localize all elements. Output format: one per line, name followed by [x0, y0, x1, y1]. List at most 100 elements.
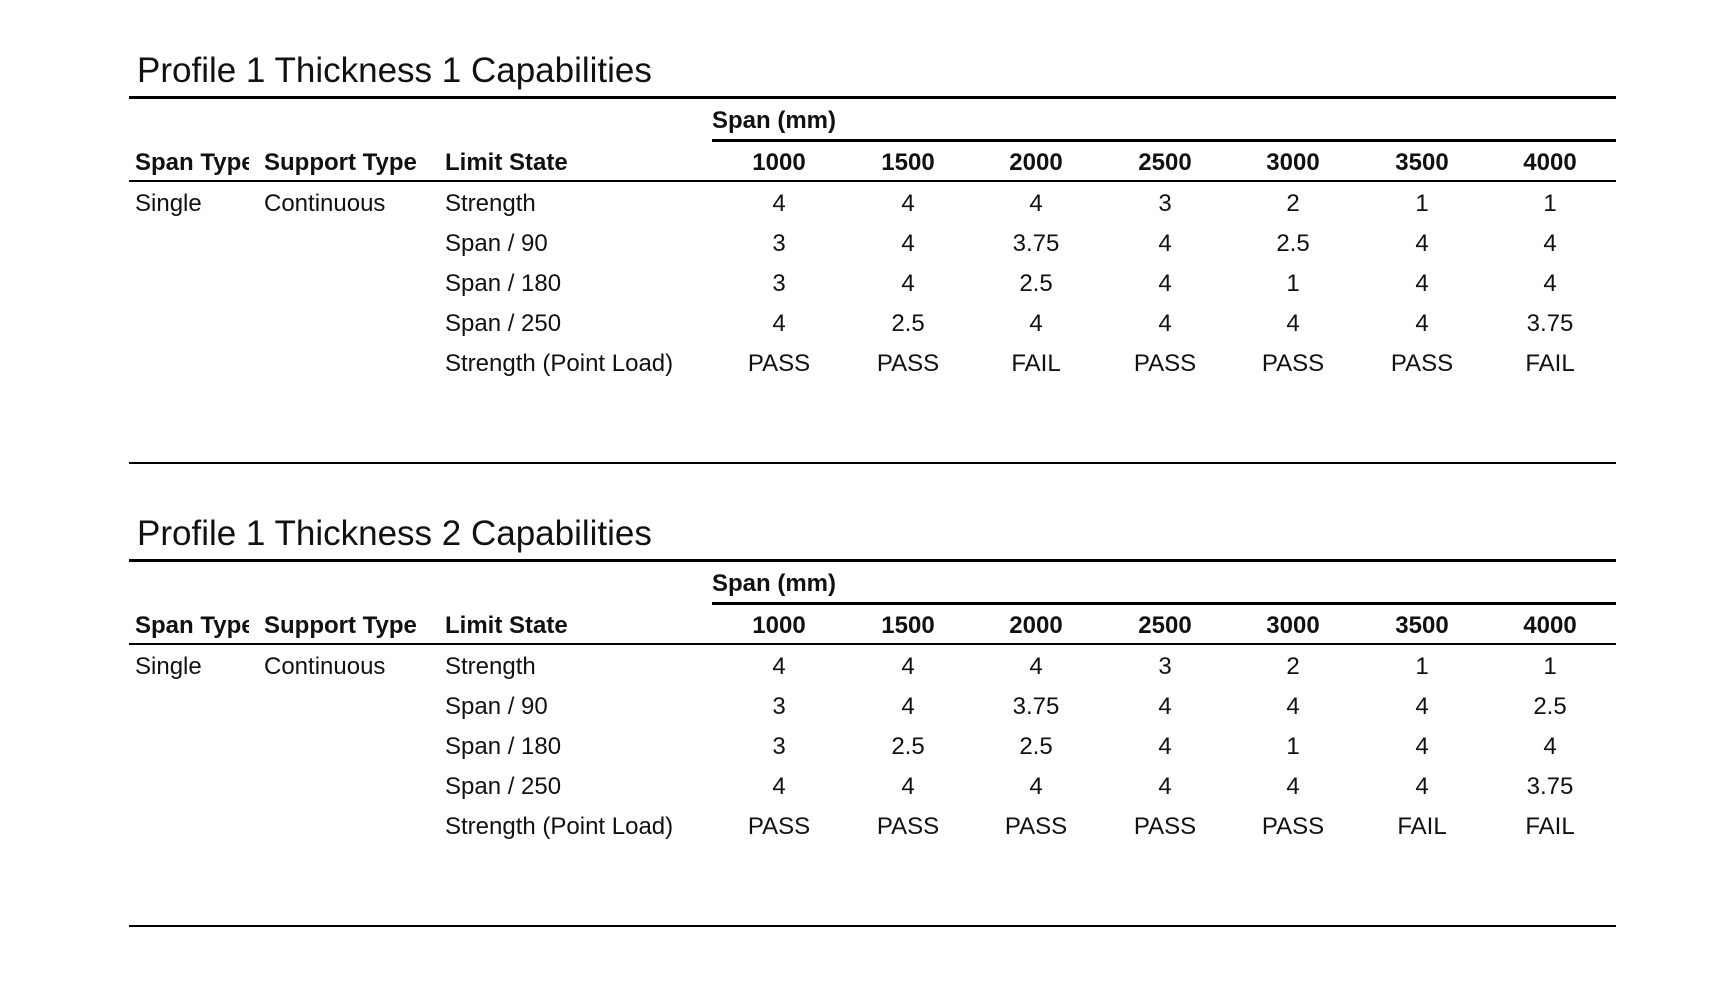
cell-value: 4 — [1158, 693, 1172, 720]
rule — [712, 139, 1616, 142]
cell-value: PASS — [1004, 813, 1068, 840]
span-header-value: 1500 — [881, 612, 935, 639]
column-header: Span Type — [135, 612, 249, 639]
cell-value: 4 — [901, 653, 915, 680]
cell-value: 4 — [1415, 773, 1429, 800]
cell-value: 4 — [1158, 270, 1172, 297]
cell-value: 3.75 — [1526, 773, 1574, 800]
span-header: Span (mm) — [712, 107, 837, 134]
cell-value: 3 — [772, 693, 786, 720]
column-header: Limit State — [445, 149, 568, 176]
rule — [129, 559, 1616, 562]
cell-value: PASS — [1133, 813, 1197, 840]
limit-state: Span / 250 — [445, 773, 562, 800]
cell-value: FAIL — [1525, 350, 1575, 377]
cell-value: PASS — [876, 813, 940, 840]
cell-value: FAIL — [1525, 813, 1575, 840]
cell-value: 4 — [1029, 190, 1043, 217]
limit-state: Span / 180 — [445, 270, 562, 297]
cell-value: 1 — [1286, 733, 1300, 760]
rule — [129, 643, 1616, 645]
cell-value: 2 — [1286, 653, 1300, 680]
span-header: Span (mm) — [712, 570, 837, 597]
cell-value: 3 — [772, 733, 786, 760]
cell-value: 4 — [1286, 773, 1300, 800]
rule — [129, 925, 1616, 927]
span-header-value: 1000 — [752, 612, 806, 639]
cell-value: PASS — [1261, 813, 1325, 840]
support-type: Continuous — [264, 653, 386, 680]
column-header: Span Type — [135, 149, 249, 176]
cell-value: PASS — [1261, 350, 1325, 377]
span-type: Single — [135, 653, 202, 680]
cell-value: PASS — [747, 813, 811, 840]
limit-state: Span / 90 — [445, 230, 548, 257]
span-type: Single — [135, 190, 202, 217]
cell-value: 3.75 — [1012, 693, 1060, 720]
table-title: Profile 1 Thickness 2 Capabilities — [137, 514, 652, 553]
cell-value: 4 — [1158, 773, 1172, 800]
cell-value: 3.75 — [1526, 310, 1574, 337]
limit-state: Strength — [445, 190, 536, 217]
rule — [129, 180, 1616, 182]
limit-state: Span / 250 — [445, 310, 562, 337]
limit-state: Span / 90 — [445, 693, 548, 720]
span-header-value: 3000 — [1266, 612, 1320, 639]
cell-value: 4 — [772, 653, 786, 680]
span-header-value: 2500 — [1138, 149, 1192, 176]
cell-value: 4 — [772, 310, 786, 337]
limit-state: Strength (Point Load) — [445, 350, 674, 377]
cell-value: 4 — [1158, 310, 1172, 337]
column-header: Limit State — [445, 612, 568, 639]
table-title: Profile 1 Thickness 1 Capabilities — [137, 51, 652, 90]
cell-value: 4 — [1286, 693, 1300, 720]
cell-value: FAIL — [1011, 350, 1061, 377]
cell-value: 4 — [1415, 270, 1429, 297]
cell-value: 4 — [1415, 693, 1429, 720]
cell-value: 3 — [772, 230, 786, 257]
cell-value: PASS — [1133, 350, 1197, 377]
cell-value: 4 — [1029, 773, 1043, 800]
cell-value: 4 — [1158, 230, 1172, 257]
cell-value: 1 — [1543, 190, 1557, 217]
limit-state: Strength (Point Load) — [445, 813, 674, 840]
cell-value: 4 — [901, 230, 915, 257]
cell-value: 2.5 — [891, 733, 925, 760]
cell-value: 4 — [772, 190, 786, 217]
column-header: Support Type — [264, 612, 417, 639]
cell-value: 4 — [1415, 733, 1429, 760]
cell-value: FAIL — [1397, 813, 1447, 840]
cell-value: 4 — [901, 270, 915, 297]
cell-value: 4 — [901, 693, 915, 720]
cell-value: 3 — [772, 270, 786, 297]
limit-state: Span / 180 — [445, 733, 562, 760]
span-header-value: 1000 — [752, 149, 806, 176]
cell-value: 1 — [1543, 653, 1557, 680]
span-header-value: 2500 — [1138, 612, 1192, 639]
cell-value: 2.5 — [1276, 230, 1310, 257]
cell-value: 4 — [1415, 310, 1429, 337]
rule — [129, 462, 1616, 464]
cell-value: 4 — [1029, 310, 1043, 337]
rule — [129, 96, 1616, 99]
cell-value: 4 — [1543, 230, 1557, 257]
cell-value: 4 — [1029, 653, 1043, 680]
cell-value: PASS — [747, 350, 811, 377]
span-header-value: 4000 — [1523, 149, 1577, 176]
cell-value: 4 — [1158, 733, 1172, 760]
column-header: Support Type — [264, 149, 417, 176]
span-header-value: 3500 — [1395, 149, 1449, 176]
cell-value: PASS — [876, 350, 940, 377]
cell-value: 3.75 — [1012, 230, 1060, 257]
cell-value: 2.5 — [1533, 693, 1567, 720]
cell-value: 2 — [1286, 190, 1300, 217]
cell-value: 4 — [901, 773, 915, 800]
cell-value: 3 — [1158, 190, 1172, 217]
span-header-value: 1500 — [881, 149, 935, 176]
span-header-value: 4000 — [1523, 612, 1577, 639]
span-header-value: 2000 — [1009, 612, 1063, 639]
cell-value: 4 — [772, 773, 786, 800]
cell-value: 1 — [1415, 190, 1429, 217]
cell-value: 4 — [1543, 733, 1557, 760]
